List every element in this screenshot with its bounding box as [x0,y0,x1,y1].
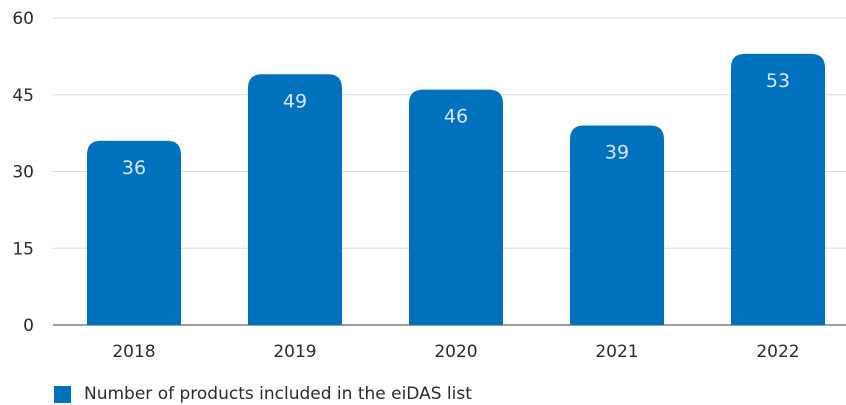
y-tick-label: 60 [12,9,34,29]
bar-value-label-2020: 46 [444,106,468,128]
bar-value-labels: 36 49 46 39 53 [122,70,790,179]
legend: Number of products included in the eiDAS… [54,384,472,404]
x-tick-label-2022: 2022 [756,342,799,362]
y-axis-tick-labels: 0 15 30 45 60 [12,9,34,336]
bar-2019 [248,74,342,326]
bar-2020 [409,89,503,325]
y-tick-label: 15 [12,239,34,259]
bar-value-label-2018: 36 [122,157,146,179]
bar-2022 [731,53,825,326]
x-tick-label-2019: 2019 [273,342,316,362]
x-axis-tick-labels: 2018 2019 2020 2021 2022 [112,342,799,362]
x-tick-label-2018: 2018 [112,342,155,362]
bar-2018 [87,140,181,325]
bar-2021 [570,125,664,325]
legend-label: Number of products included in the eiDAS… [84,384,472,404]
bars [87,53,825,326]
bar-value-label-2022: 53 [766,70,790,92]
y-tick-label: 30 [12,163,34,183]
bar-value-label-2019: 49 [283,90,307,112]
y-tick-label: 0 [23,316,34,336]
bar-value-label-2021: 39 [605,141,629,163]
x-tick-label-2020: 2020 [434,342,477,362]
y-tick-label: 45 [12,86,34,106]
x-tick-label-2021: 2021 [595,342,638,362]
legend-swatch [54,385,71,403]
